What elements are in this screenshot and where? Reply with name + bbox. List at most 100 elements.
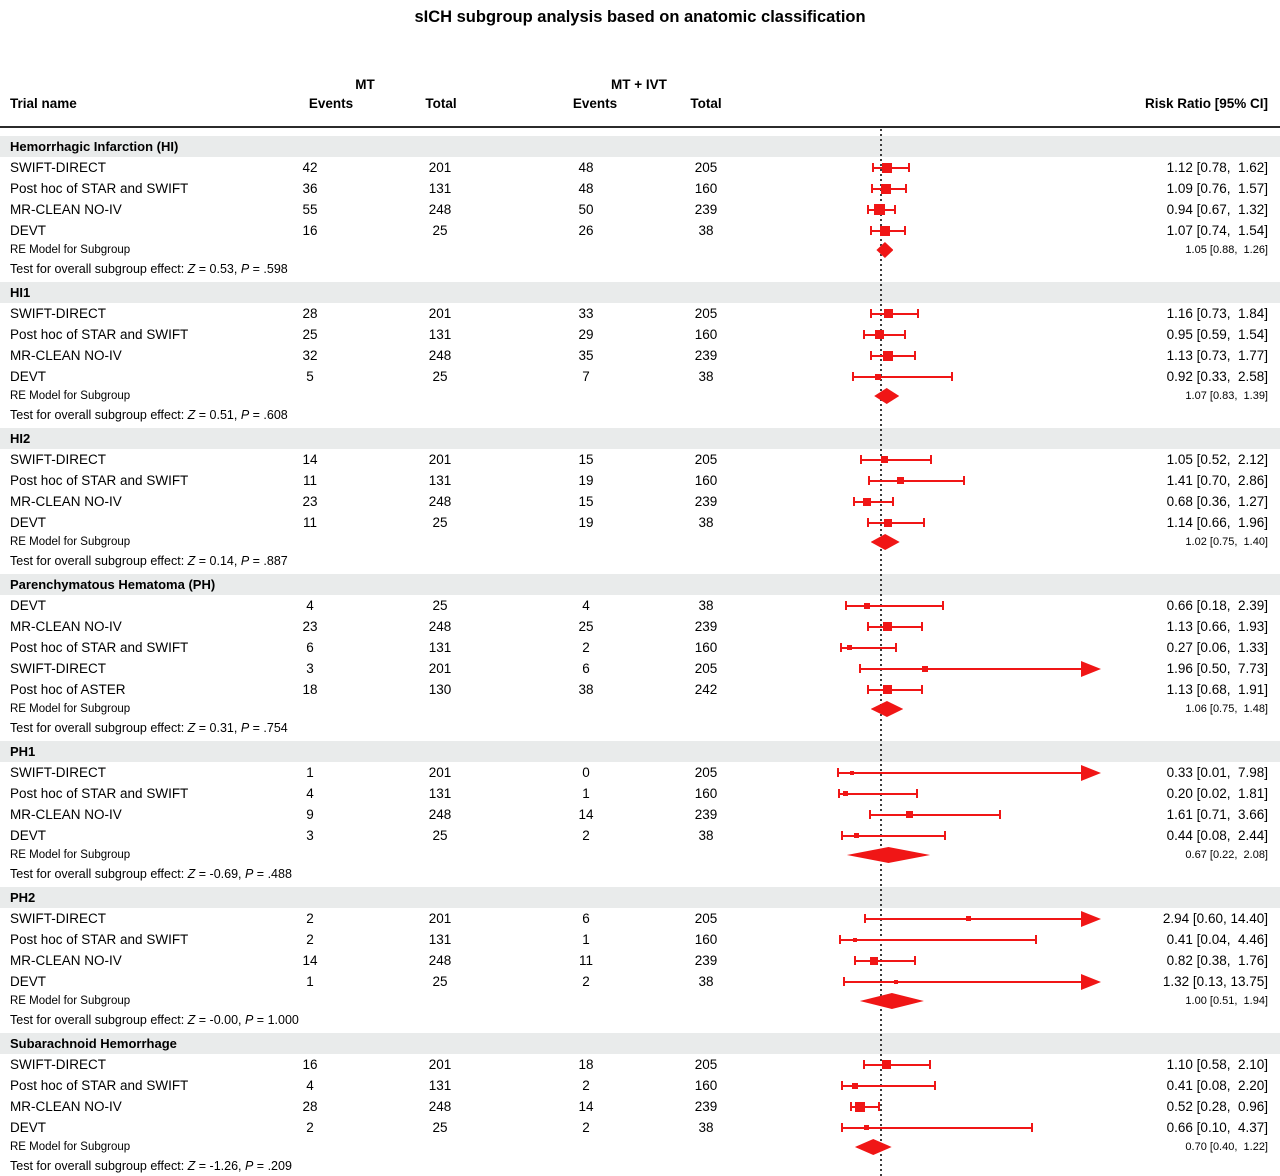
plot-cell	[837, 825, 1103, 846]
mt-total-value: 248	[428, 807, 452, 822]
ivt-events-value: 15	[578, 452, 594, 467]
plot-cell	[837, 637, 1103, 658]
effect-square	[852, 1082, 859, 1089]
stat-symbol: Z	[187, 262, 196, 276]
spacer	[280, 846, 340, 864]
mt-total-value: 25	[432, 1120, 448, 1135]
ci-cap-left	[849, 1102, 852, 1111]
ivt-total-value: 160	[694, 327, 718, 342]
plot-cell	[837, 449, 1103, 470]
ivt-events-value: 18	[578, 1057, 594, 1072]
mt-events-value: 3	[306, 828, 314, 843]
plot-cell	[837, 157, 1103, 178]
mt-total-value: 201	[428, 911, 452, 926]
ivt-events-value: 1	[582, 786, 590, 801]
ci-line	[866, 521, 925, 524]
ci-cap-right	[944, 831, 947, 840]
ci-cap-right	[903, 330, 906, 339]
risk-ratio-label: 0.95 [0.59, 1.54]	[1166, 327, 1268, 342]
ivt-events-value: 35	[578, 348, 594, 363]
spacer	[780, 366, 837, 387]
plot-cell	[837, 971, 1103, 992]
test-text: = .887	[249, 554, 288, 568]
ci-cap-left	[868, 810, 871, 819]
spacer	[780, 449, 837, 470]
mt-events-value: 18	[302, 682, 318, 697]
test-text: Test for overall subgroup effect:	[10, 867, 188, 881]
risk-ratio-label: 1.14 [0.66, 1.96]	[1166, 515, 1268, 530]
mt-total-value: 131	[428, 1078, 452, 1093]
ci-cap-right	[914, 351, 917, 360]
ci-cap-left	[854, 956, 857, 965]
ivt-events-value: 26	[578, 223, 594, 238]
re-risk-ratio-label: 1.02 [0.75, 1.40]	[1185, 536, 1268, 548]
effect-square	[921, 665, 928, 672]
mt-events-value: 28	[302, 1099, 318, 1114]
ci-cap-right	[894, 643, 897, 652]
mt-events-value: 36	[302, 181, 318, 196]
re-diamond	[874, 388, 900, 404]
mt-total-value: 131	[428, 932, 452, 947]
risk-ratio-label: 0.52 [0.28, 0.96]	[1166, 1099, 1268, 1114]
ivt-total-value: 239	[694, 807, 718, 822]
ci-cap-right	[905, 184, 908, 193]
ivt-total-value: 205	[694, 306, 718, 321]
test-text: Test for overall subgroup effect:	[10, 554, 188, 568]
test-text: Test for overall subgroup effect:	[10, 1159, 188, 1173]
risk-ratio-label: 0.44 [0.08, 2.44]	[1166, 828, 1268, 843]
effect-square	[894, 979, 899, 984]
trial-row: Post hoc of STAR and SWIFT 4 131 2 160 0.41 […	[0, 1075, 1280, 1096]
subgroup-name: HI1	[10, 285, 31, 300]
re-risk-ratio-label: 0.70 [0.40, 1.22]	[1185, 1141, 1268, 1153]
re-risk-ratio-label: 0.67 [0.22, 2.08]	[1185, 849, 1268, 861]
trial-name: Post hoc of STAR and SWIFT	[10, 932, 189, 947]
ci-cap-left	[840, 831, 843, 840]
subgroup-header-row: PH2	[0, 887, 1280, 908]
ci-cap-left	[867, 685, 870, 694]
ci-line	[868, 813, 1001, 816]
ivt-events-value: 6	[582, 911, 590, 926]
re-diamond	[846, 847, 931, 863]
ci-cap-left	[866, 622, 869, 631]
test-text: = -0.69,	[195, 867, 245, 881]
re-model-label: RE Model for Subgroup	[10, 703, 131, 715]
ivt-total-value: 160	[694, 640, 718, 655]
mt-events-value: 3	[306, 661, 314, 676]
ivt-events-value: 4	[582, 598, 590, 613]
column-header-risk-ratio: Risk Ratio [95% CI]	[1144, 96, 1268, 111]
re-model-row: RE Model for Subgroup 1.06 [0.75, 1.48]	[0, 700, 1280, 718]
subgroup-header-row: PH1	[0, 741, 1280, 762]
ivt-total-value: 38	[698, 1120, 714, 1135]
stat-symbol: P	[240, 554, 250, 568]
spacer	[632, 387, 780, 405]
risk-ratio-label: 1.13 [0.73, 1.77]	[1166, 348, 1268, 363]
ci-clipped-arrow-icon	[1081, 973, 1101, 990]
subgroup-header-row: HI2	[0, 428, 1280, 449]
effect-square	[864, 1125, 870, 1130]
ci-line	[837, 771, 1081, 774]
test-text: = 0.51,	[195, 408, 241, 422]
risk-ratio-label: 1.12 [0.78, 1.62]	[1166, 160, 1268, 175]
effect-square	[884, 309, 894, 318]
spacer	[540, 846, 632, 864]
spacer	[780, 595, 837, 616]
ivt-total-value: 239	[694, 619, 718, 634]
mt-events-value: 4	[306, 786, 314, 801]
ivt-total-value: 205	[694, 160, 718, 175]
ci-cap-right	[903, 226, 906, 235]
spacer	[340, 700, 540, 718]
ci-cap-right	[913, 956, 916, 965]
ci-cap-left	[867, 205, 870, 214]
spacer	[780, 1075, 837, 1096]
ci-line	[838, 938, 1037, 941]
re-model-row: RE Model for Subgroup 1.05 [0.88, 1.26]	[0, 241, 1280, 259]
re-risk-ratio-label: 1.07 [0.83, 1.39]	[1185, 390, 1268, 402]
mt-total-value: 248	[428, 202, 452, 217]
effect-square	[883, 622, 893, 631]
subgroup-test-row: Test for overall subgroup effect: Z = 0.…	[0, 551, 1280, 571]
mt-total-value: 131	[428, 786, 452, 801]
spacer	[340, 992, 540, 1010]
ci-line	[868, 479, 966, 482]
spacer	[780, 1117, 837, 1138]
plot-cell	[837, 512, 1103, 533]
